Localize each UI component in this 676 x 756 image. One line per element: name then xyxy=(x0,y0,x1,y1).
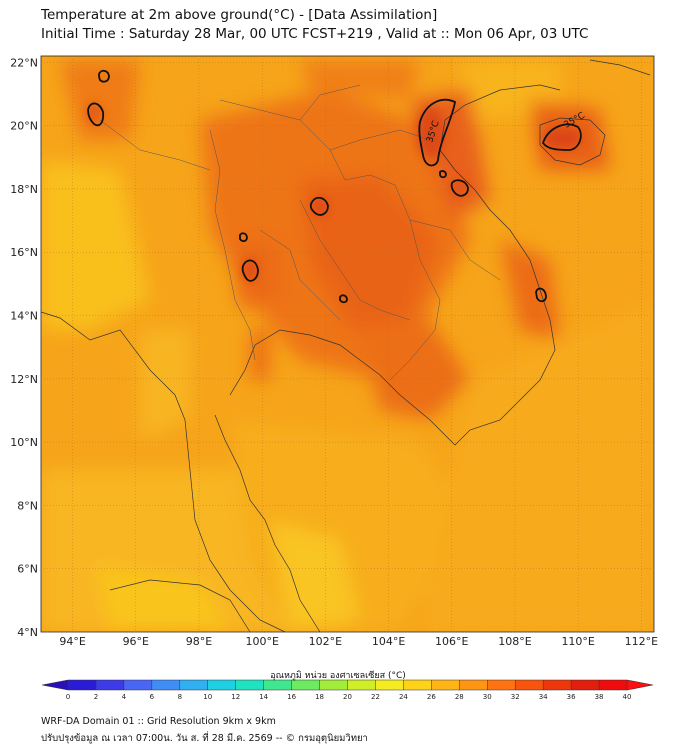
latitude-label: 4°N xyxy=(17,626,38,639)
longitude-label: 106°E xyxy=(435,635,468,648)
country-borders xyxy=(99,84,501,381)
colorbar-tick-label: 20 xyxy=(343,693,352,701)
map-title: Temperature at 2m above ground(°C) - [Da… xyxy=(41,7,438,23)
latitude-label: 20°N xyxy=(10,120,38,133)
field-blobs xyxy=(41,60,654,632)
colorbar-tick-label: 22 xyxy=(371,693,380,701)
latitude-label: 16°N xyxy=(10,246,38,259)
colorbar-bin xyxy=(207,680,237,690)
colorbar-bin xyxy=(68,680,97,690)
longitude-label: 94°E xyxy=(59,635,85,648)
colorbar-tick-label: 30 xyxy=(483,693,492,701)
latitude-label: 6°N xyxy=(17,563,38,576)
colorbar-title: อุณหภูมิ หน่วย องศาเซลเซียส (°C) xyxy=(270,671,406,681)
colorbar-tick-label: 34 xyxy=(539,693,548,701)
colorbar-tick-label: 38 xyxy=(595,693,604,701)
longitude-label: 104°E xyxy=(372,635,405,648)
colorbar-tick-label: 18 xyxy=(315,693,324,701)
colorbar-bin xyxy=(347,680,376,690)
temperature-field xyxy=(41,56,654,632)
colorbar-bin xyxy=(487,680,516,690)
colorbar-bin xyxy=(515,680,544,690)
colorbar-tick-label: 12 xyxy=(231,693,240,701)
colorbar-bin xyxy=(123,680,153,690)
coastlines xyxy=(40,59,651,633)
colorbar-bin xyxy=(431,680,460,690)
footer-model-info: WRF-DA Domain 01 :: Grid Resolution 9km … xyxy=(41,716,276,727)
colorbar-tick-label: 2 xyxy=(94,693,98,701)
colorbar-tick-label: 28 xyxy=(455,693,464,701)
longitude-label: 110°E xyxy=(561,635,594,648)
longitude-label: 108°E xyxy=(498,635,531,648)
longitude-label: 112°E xyxy=(625,635,658,648)
colorbar-tick-label: 10 xyxy=(203,693,212,701)
latitude-labels: 22°N 20°N 18°N 16°N 14°N 12°N 10°N 8°N 6°N 4°N xyxy=(10,56,38,639)
colorbar-bin xyxy=(319,680,348,690)
field-hotspots xyxy=(86,103,582,282)
latitude-label: 12°N xyxy=(10,373,38,386)
latitude-label: 14°N xyxy=(10,310,38,323)
longitude-label: 100°E xyxy=(245,635,278,648)
colorbar-tick-label: 40 xyxy=(623,693,632,701)
latitude-label: 18°N xyxy=(10,183,38,196)
colorbar-bin xyxy=(235,680,265,690)
colorbar-tick-label: 14 xyxy=(259,693,268,701)
colorbar-max-arrow xyxy=(627,680,653,690)
colorbar-tick-label: 0 xyxy=(66,693,70,701)
colorbar-bin xyxy=(151,680,181,690)
colorbar-tick-label: 36 xyxy=(567,693,576,701)
colorbar-bin xyxy=(291,680,321,690)
contour-35c xyxy=(87,69,582,304)
latitude-label: 10°N xyxy=(10,436,38,449)
colorbar-bin xyxy=(571,680,600,690)
colorbar-bin xyxy=(179,680,209,690)
colorbar-tick-label: 26 xyxy=(427,693,436,701)
longitude-label: 98°E xyxy=(186,635,212,648)
longitude-label: 96°E xyxy=(123,635,149,648)
footer-update-info: ปรับปรุงข้อมูล ณ เวลา 07:00น. วัน ส. ที่… xyxy=(41,733,368,744)
colorbar-tick-label: 6 xyxy=(150,693,155,701)
map-subtitle: Initial Time : Saturday 28 Mar, 00 UTC F… xyxy=(41,26,589,42)
colorbar-tick-label: 8 xyxy=(178,693,182,701)
colorbar-tick-label: 32 xyxy=(511,693,520,701)
colorbar-bin xyxy=(263,680,293,690)
colorbar-bin xyxy=(459,680,488,690)
colorbar-bin xyxy=(375,680,404,690)
colorbar-bin xyxy=(403,680,432,690)
colorbar xyxy=(41,679,654,691)
colorbar-tick-label: 24 xyxy=(399,693,408,701)
colorbar-bin xyxy=(543,680,572,690)
longitude-label: 102°E xyxy=(309,635,342,648)
colorbar-bin xyxy=(599,680,628,690)
colorbar-tick-label: 4 xyxy=(122,693,127,701)
colorbar-bin xyxy=(95,680,125,690)
colorbar-ticks: 0 2 4 6 8 10 12 14 16 18 20 22 24 26 28 30 32 34 36 38 40 xyxy=(66,680,632,701)
latitude-label: 8°N xyxy=(17,499,38,512)
lat-lon-grid xyxy=(41,56,654,633)
latitude-label: 22°N xyxy=(10,56,38,69)
colorbar-tick-label: 16 xyxy=(287,693,296,701)
longitude-labels: 94°E 96°E 98°E 100°E 102°E 104°E 106°E 108°E 110… xyxy=(59,635,658,648)
colorbar-min-arrow xyxy=(42,680,68,690)
